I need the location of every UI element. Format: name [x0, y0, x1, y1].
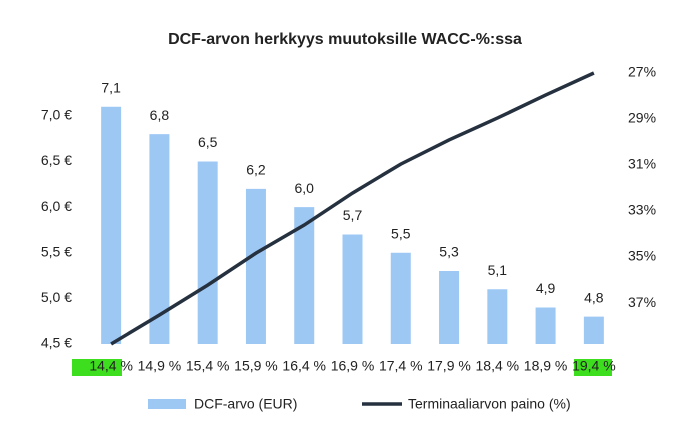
data-label: 4,9 — [536, 280, 556, 296]
y-tick-label: 6,5 € — [41, 152, 72, 168]
x-tick-label: 18,4 % — [476, 358, 520, 374]
data-label: 5,5 — [391, 225, 411, 241]
y2-tick-label: 37% — [628, 294, 656, 310]
bar — [245, 188, 266, 344]
data-label: 5,1 — [488, 262, 508, 278]
data-label: 4,8 — [584, 289, 604, 305]
x-tick-label: 16,4 % — [282, 358, 326, 374]
x-tick-label: 15,4 % — [186, 358, 230, 374]
data-label: 6,2 — [246, 162, 266, 178]
bar — [439, 271, 460, 344]
highlight — [72, 359, 122, 376]
bar — [197, 161, 218, 344]
data-label: 5,3 — [439, 244, 459, 260]
y-tick-label: 5,0 € — [41, 289, 72, 305]
y2-tick-label: 29% — [628, 110, 656, 126]
data-label: 6,8 — [150, 107, 170, 123]
bar — [342, 234, 363, 344]
y2-tick-label: 27% — [628, 64, 656, 80]
x-tick-label: 16,9 % — [331, 358, 375, 374]
y-tick-label: 6,0 € — [41, 198, 72, 214]
bar — [487, 289, 508, 344]
data-label: 6,5 — [198, 134, 218, 150]
bar — [294, 207, 315, 344]
bar — [390, 252, 411, 344]
bar — [149, 134, 170, 344]
y-tick-label: 4,5 € — [41, 335, 72, 351]
y2-tick-label: 33% — [628, 202, 656, 218]
legend-swatch — [148, 399, 186, 409]
data-label: 6,0 — [294, 180, 314, 196]
bar — [535, 307, 556, 344]
x-tick-label: 19,4 % — [572, 358, 616, 374]
x-tick-label: 17,4 % — [379, 358, 423, 374]
y-tick-label: 5,5 € — [41, 243, 72, 259]
x-tick-label: 14,9 % — [138, 358, 182, 374]
data-label: 5,7 — [343, 207, 363, 223]
x-tick-label: 17,9 % — [427, 358, 471, 374]
line — [110, 71, 595, 346]
legend-label: Terminaaliarvon paino (%) — [408, 396, 571, 412]
chart-title: DCF-arvon herkkyys muutoksille WACC-%:ss… — [168, 31, 522, 48]
x-tick-label: 14,4 % — [89, 358, 133, 374]
x-tick-label: 18,9 % — [524, 358, 568, 374]
highlight — [574, 359, 612, 376]
x-tick-label: 15,9 % — [234, 358, 278, 374]
data-label: 7,1 — [101, 79, 121, 95]
bar — [101, 106, 122, 344]
y-tick-label: 7,0 € — [41, 107, 72, 123]
legend-label: DCF-arvo (EUR) — [194, 396, 297, 412]
y2-tick-label: 35% — [628, 248, 656, 264]
y2-tick-label: 31% — [628, 156, 656, 172]
bar — [583, 316, 604, 344]
